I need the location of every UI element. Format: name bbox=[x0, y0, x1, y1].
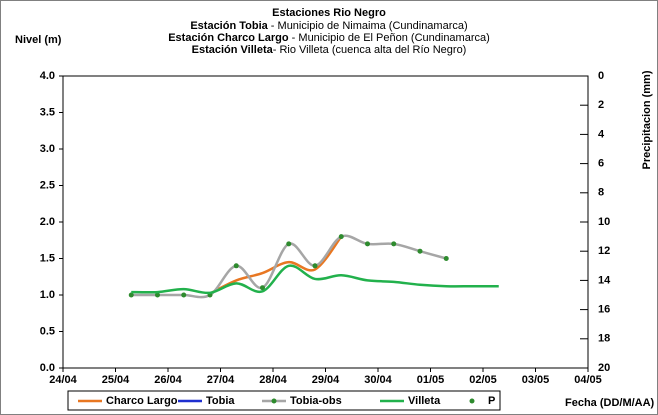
y2-tick-label: 0 bbox=[598, 70, 604, 82]
x-tick-label: 29/04 bbox=[312, 374, 340, 386]
point bbox=[286, 241, 292, 247]
point bbox=[181, 292, 187, 298]
y2-tick-label: 12 bbox=[598, 245, 610, 257]
legend-label: P bbox=[488, 395, 495, 407]
x-tick-label: 24/04 bbox=[49, 374, 77, 386]
legend-marker bbox=[469, 398, 475, 404]
subtitle-station: Estación Charco Largo bbox=[168, 32, 289, 44]
y-tick-label: 3.5 bbox=[40, 106, 55, 118]
x-tick-label: 01/05 bbox=[417, 374, 445, 386]
y-tick-label: 0.0 bbox=[40, 362, 55, 374]
y2-tick-label: 16 bbox=[598, 304, 610, 316]
subtitle-station: Estación Villeta bbox=[192, 44, 274, 56]
legend-label: Charco Largo bbox=[106, 395, 178, 407]
x-tick-label: 26/04 bbox=[154, 374, 182, 386]
y2-tick-label: 6 bbox=[598, 158, 604, 170]
y2-tick-label: 10 bbox=[598, 216, 610, 228]
y2-tick-label: 18 bbox=[598, 333, 610, 345]
subtitle-station: Estación Tobia bbox=[190, 20, 268, 32]
legend-label: Tobia bbox=[206, 395, 235, 407]
series-line bbox=[131, 264, 499, 295]
chart-title: Estaciones Rio Negro bbox=[272, 7, 386, 19]
y-axis-label: Nivel (m) bbox=[15, 34, 62, 46]
point bbox=[260, 285, 265, 291]
point bbox=[443, 256, 449, 261]
x-tick-label: 02/05 bbox=[469, 374, 497, 386]
point bbox=[338, 234, 344, 240]
point bbox=[128, 292, 134, 298]
y-tick-label: 2.0 bbox=[40, 216, 55, 228]
legend-label: Tobia-obs bbox=[290, 395, 342, 407]
y2-tick-label: 2 bbox=[598, 99, 604, 111]
subtitle: Estación Charco Largo - Municipio de El … bbox=[168, 32, 490, 44]
y2-tick-label: 8 bbox=[598, 187, 604, 199]
y2-axis-label: Precipitacion (mm) bbox=[641, 70, 653, 169]
y2-tick-label: 20 bbox=[598, 362, 610, 374]
x-tick-label: 30/04 bbox=[364, 374, 392, 386]
y-tick-label: 2.5 bbox=[40, 179, 55, 191]
x-tick-label: 03/05 bbox=[522, 374, 550, 386]
subtitle: Estación Villeta- Rio Villeta (cuenca al… bbox=[192, 44, 467, 56]
subtitle-desc: - Municipio de Nimaima (Cundinamarca) bbox=[268, 20, 468, 32]
subtitle: Estación Tobia - Municipio de Nimaima (C… bbox=[190, 20, 467, 32]
y-tick-label: 1.0 bbox=[40, 289, 55, 301]
x-tick-label: 28/04 bbox=[259, 374, 287, 386]
legend-marker bbox=[271, 398, 277, 404]
y-tick-label: 0.5 bbox=[40, 325, 55, 337]
subtitle-desc: - Municipio de El Peñon (Cundinamarca) bbox=[289, 32, 490, 44]
x-tick-label: 25/04 bbox=[102, 374, 130, 386]
y2-tick-label: 4 bbox=[598, 128, 605, 140]
x-axis-label: Fecha (DD/M/AA) bbox=[565, 397, 655, 409]
y-tick-label: 4.0 bbox=[40, 70, 55, 82]
x-tick-label: 27/04 bbox=[207, 374, 235, 386]
point bbox=[312, 263, 318, 269]
point bbox=[417, 248, 423, 254]
subtitle-desc: - Rio Villeta (cuenca alta del Río Negro… bbox=[273, 44, 467, 56]
y2-tick-label: 14 bbox=[598, 274, 611, 286]
y-tick-label: 1.5 bbox=[40, 252, 55, 264]
y-tick-label: 3.0 bbox=[40, 143, 55, 155]
x-tick-label: 04/05 bbox=[574, 374, 602, 386]
point bbox=[155, 292, 160, 298]
legend-label: Villeta bbox=[408, 395, 441, 407]
point bbox=[391, 241, 397, 247]
point bbox=[365, 241, 370, 247]
point bbox=[233, 263, 239, 269]
